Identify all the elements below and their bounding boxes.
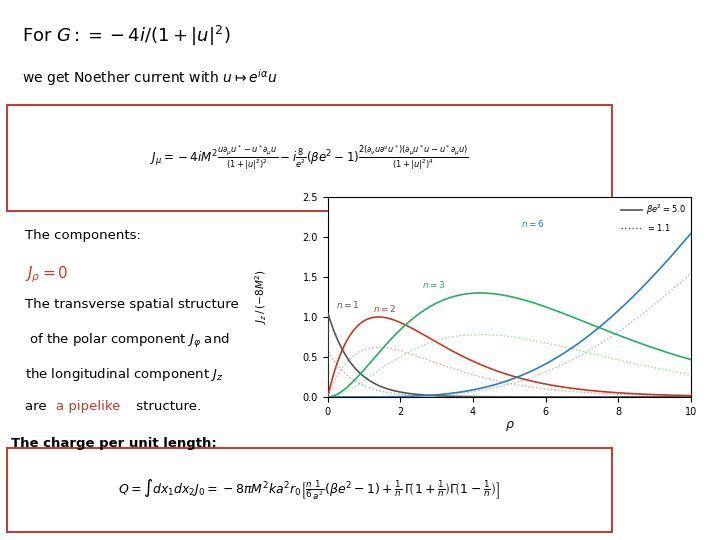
Text: The components:: The components: bbox=[25, 230, 141, 242]
Text: $J_\mu = -4iM^2\frac{u\partial_\mu u^* - u^*\partial_\mu u}{(1+|u|^2)^2} - i\fra: $J_\mu = -4iM^2\frac{u\partial_\mu u^* -… bbox=[150, 144, 469, 172]
Text: $n=6$: $n=6$ bbox=[521, 218, 545, 229]
Text: the longitudinal component $J_z$: the longitudinal component $J_z$ bbox=[25, 366, 224, 383]
Text: structure.: structure. bbox=[132, 400, 202, 413]
Y-axis label: $J_{z}\,/\,(-8M^2)$: $J_{z}\,/\,(-8M^2)$ bbox=[253, 269, 269, 325]
Text: The charge per unit length:: The charge per unit length: bbox=[11, 437, 217, 450]
FancyBboxPatch shape bbox=[7, 448, 612, 532]
X-axis label: $\rho$: $\rho$ bbox=[505, 420, 514, 434]
FancyBboxPatch shape bbox=[7, 105, 612, 211]
Text: The transverse spatial structure: The transverse spatial structure bbox=[25, 298, 239, 311]
Text: $Q = \int dx_1 dx_2 J_0 = -8\pi M^2 k a^2 r_0\left[\frac{n}{6}\frac{1}{a^2}(\bet: $Q = \int dx_1 dx_2 J_0 = -8\pi M^2 k a^… bbox=[119, 478, 500, 502]
Text: $J_\rho = 0$: $J_\rho = 0$ bbox=[25, 265, 69, 285]
Text: $n=3$: $n=3$ bbox=[422, 279, 446, 290]
Text: we get Noether current with $u \mapsto e^{i\alpha}u$: we get Noether current with $u \mapsto e… bbox=[22, 68, 277, 89]
Text: of the polar component $J_\varphi$ and: of the polar component $J_\varphi$ and bbox=[25, 332, 230, 350]
Text: are: are bbox=[25, 400, 51, 413]
Legend: $\beta e^2=5.0$, $=1.1$: $\beta e^2=5.0$, $=1.1$ bbox=[620, 201, 687, 234]
Text: $n=2$: $n=2$ bbox=[373, 303, 397, 314]
Text: $n=1$: $n=1$ bbox=[336, 299, 359, 310]
Text: a pipelike: a pipelike bbox=[56, 400, 120, 413]
Text: For $G := -4i/(1 + |u|^2)$: For $G := -4i/(1 + |u|^2)$ bbox=[22, 24, 230, 49]
